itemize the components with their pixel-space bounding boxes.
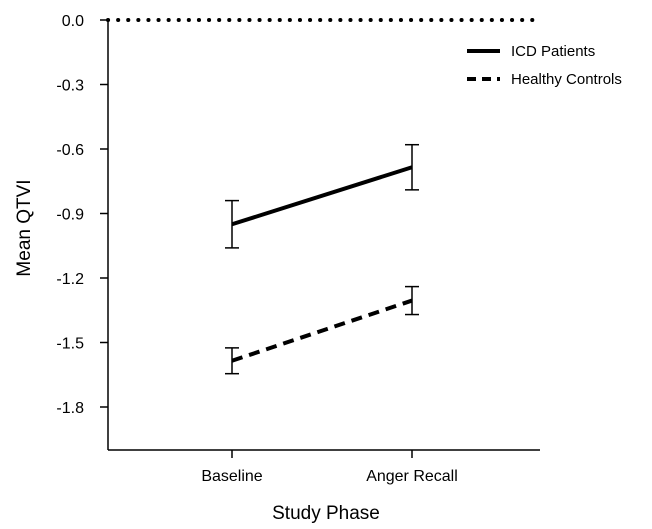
series-healthy-controls — [225, 285, 419, 375]
x-tick-label: Baseline — [201, 468, 262, 485]
series-line — [231, 165, 413, 227]
series-icd-patients — [225, 143, 419, 249]
y-tick-label: -0.6 — [56, 142, 84, 159]
x-tick-label: Anger Recall — [366, 468, 458, 485]
y-tick-label: 0.0 — [62, 13, 84, 30]
legend: ICD Patients Healthy Controls — [467, 43, 622, 88]
x-axis: Baseline Anger Recall — [108, 449, 540, 485]
y-tick-label: -1.2 — [56, 271, 84, 288]
y-axis: 0.0 -0.3 -0.6 -0.9 -1.2 -1.5 -1.8 — [56, 13, 109, 450]
y-tick-label: -1.5 — [56, 336, 84, 353]
legend-label: Healthy Controls — [511, 71, 622, 88]
series-layer — [225, 143, 419, 375]
y-tick-label: -1.8 — [56, 400, 84, 417]
y-tick-label: -0.9 — [56, 207, 84, 224]
legend-label: ICD Patients — [511, 43, 595, 60]
series-line — [231, 298, 413, 363]
y-tick-label: -0.3 — [56, 78, 84, 95]
y-axis-title: Mean QTVI — [14, 179, 35, 276]
x-axis-title: Study Phase — [272, 503, 380, 524]
